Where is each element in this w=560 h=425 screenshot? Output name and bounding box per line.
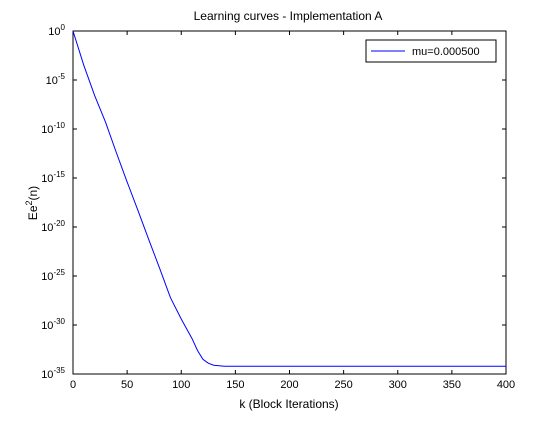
x-tick-label: 0 bbox=[70, 379, 76, 391]
x-tick-label: 150 bbox=[226, 379, 244, 391]
x-tick-label: 200 bbox=[280, 379, 298, 391]
y-tick-label: 10-15 bbox=[41, 170, 65, 185]
y-tick-label: 10-10 bbox=[41, 121, 65, 136]
axes-box bbox=[72, 30, 507, 375]
legend: mu=0.000500 bbox=[365, 39, 497, 63]
legend-entry-label: mu=0.000500 bbox=[412, 46, 480, 58]
x-tick-label: 300 bbox=[389, 379, 407, 391]
y-tick-label: 10-35 bbox=[41, 366, 65, 381]
y-axis-label-sup: 2 bbox=[24, 200, 34, 205]
y-tick-label: 10-25 bbox=[41, 268, 65, 283]
axis-ticks: 0 50 100 150 200 250 300 350 400 100 10-5 10-10 10-1… bbox=[41, 23, 515, 391]
x-tick-label: 350 bbox=[443, 379, 461, 391]
x-tick-label: 250 bbox=[334, 379, 352, 391]
y-axis-label: Ee2(n) bbox=[24, 186, 40, 220]
y-tick-label: 10-5 bbox=[46, 72, 66, 87]
x-axis-label: k (Block Iterations) bbox=[239, 397, 338, 411]
x-tick-label: 100 bbox=[172, 379, 190, 391]
y-axis-label-base: Ee bbox=[26, 205, 40, 220]
y-tick-label: 10-20 bbox=[41, 219, 65, 234]
x-tick-label: 50 bbox=[121, 379, 133, 391]
chart-title: Learning curves - Implementation A bbox=[194, 9, 383, 23]
legend-box bbox=[365, 39, 497, 63]
y-tick-label: 100 bbox=[48, 23, 65, 38]
y-axis-label-tail: (n) bbox=[26, 186, 40, 201]
x-tick-label: 400 bbox=[497, 379, 515, 391]
y-tick-label: 10-30 bbox=[41, 317, 65, 332]
series-line-0 bbox=[72, 30, 506, 367]
series-group bbox=[72, 30, 506, 367]
